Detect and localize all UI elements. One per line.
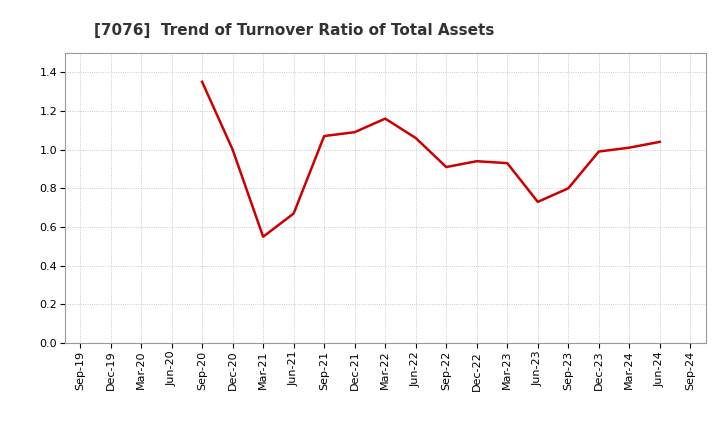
Text: [7076]  Trend of Turnover Ratio of Total Assets: [7076] Trend of Turnover Ratio of Total … [94, 23, 494, 38]
